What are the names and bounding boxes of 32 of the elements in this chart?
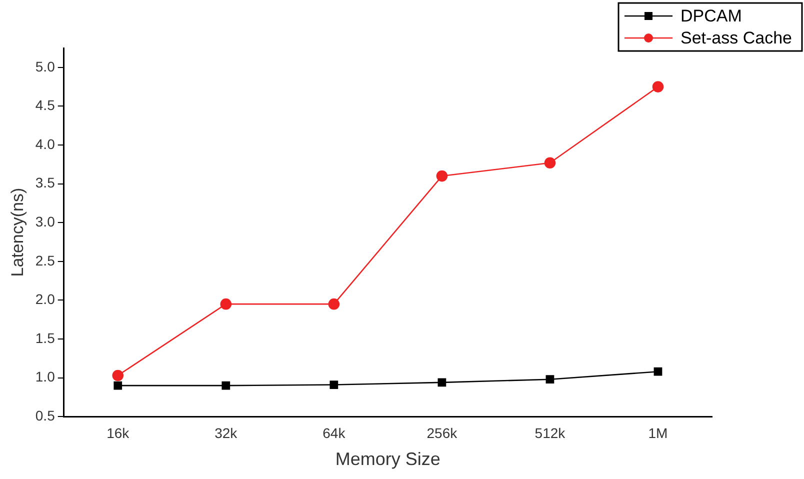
x-tick-label: 16k — [106, 424, 130, 441]
point — [328, 298, 340, 310]
x-tick-label: 512k — [534, 424, 566, 441]
y-tick-label: 4.5 — [35, 97, 56, 114]
y-tick-label: 0.5 — [35, 407, 56, 424]
point — [112, 370, 124, 382]
x-tick-label: 256k — [426, 424, 458, 441]
y-tick-label: 3.0 — [35, 213, 56, 230]
point — [544, 157, 556, 168]
x-tick-label: 64k — [322, 424, 346, 441]
y-tick-label: 5.0 — [35, 58, 56, 74]
point — [652, 81, 664, 92]
legend-label: DPCAM — [680, 6, 742, 26]
x-tick-label: 1M — [648, 424, 668, 441]
x-axis-title: Memory Size — [335, 449, 440, 470]
point — [114, 381, 122, 390]
y-tick-label: 2.0 — [35, 291, 56, 308]
y-tick-label: 1.5 — [35, 330, 56, 346]
y-tick-label: 3.5 — [35, 174, 56, 191]
point — [222, 381, 230, 390]
point — [438, 378, 446, 387]
legend-label: Set-ass Cache — [680, 28, 792, 48]
point — [654, 367, 662, 376]
point — [436, 170, 448, 182]
point — [220, 298, 232, 310]
x-tick-label: 32k — [214, 424, 238, 441]
y-axis-title: Latency(ns) — [8, 188, 27, 277]
y-tick-label: 2.5 — [35, 252, 56, 268]
y-tick-label: 4.0 — [35, 136, 56, 152]
point — [546, 375, 554, 384]
point — [330, 380, 338, 389]
y-tick-label: 1.0 — [35, 368, 56, 385]
